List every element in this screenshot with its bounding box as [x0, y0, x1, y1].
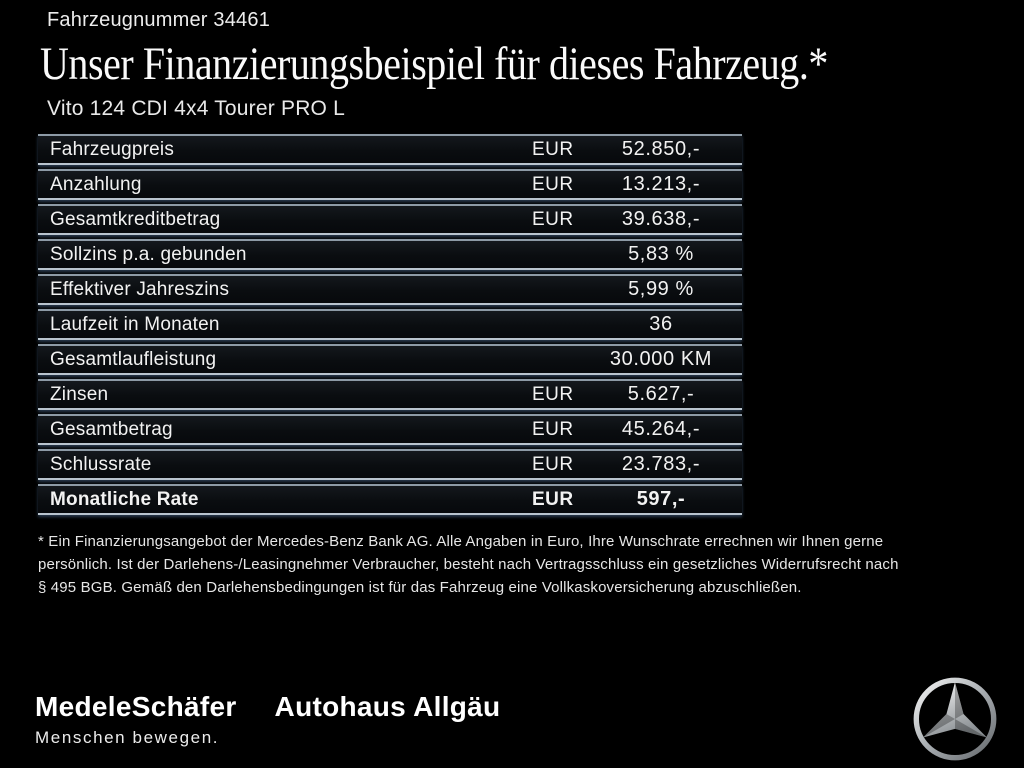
row-label: Schlussrate [50, 453, 152, 475]
row-currency: EUR [532, 173, 574, 195]
row-value: 597,- [636, 488, 686, 510]
row-label: Zinsen [50, 383, 109, 405]
footnote-line: * Ein Finanzierungsangebot der Mercedes-… [38, 533, 884, 550]
dealer-primary-logo: MedeleSchäfer Menschen bewegen. [35, 692, 237, 747]
row-currency: EUR [532, 208, 574, 230]
row-label: Monatliche Rate [50, 488, 199, 510]
page-header: Fahrzeugnummer 34461 Unser Finanzierungs… [0, 0, 1024, 121]
financing-table-row: Gesamtkreditbetrag EUR 39.638,- [38, 204, 742, 235]
row-value: 5,83 % [628, 243, 694, 265]
row-label: Effektiver Jahreszins [50, 278, 230, 300]
legal-footnote: * Ein Finanzierungsangebot der Mercedes-… [38, 530, 998, 599]
financing-table-row: Sollzins p.a. gebunden 5,83 % [38, 239, 742, 270]
page-title: Unser Finanzierungsbeispiel für dieses F… [40, 38, 828, 90]
row-label: Gesamtlaufleistung [50, 348, 217, 370]
financing-table-row: Effektiver Jahreszins 5,99 % [38, 274, 742, 305]
row-currency: EUR [532, 138, 574, 160]
financing-table-row: Gesamtlaufleistung 30.000 KM [38, 344, 742, 375]
row-value: 36 [649, 313, 673, 335]
row-value: 39.638,- [621, 208, 701, 230]
row-label: Fahrzeugpreis [50, 138, 175, 160]
row-value: 23.783,- [621, 453, 701, 475]
vehicle-model: Vito 124 CDI 4x4 Tourer PRO L [47, 97, 346, 120]
financing-table-row: Laufzeit in Monaten 36 [38, 309, 742, 340]
financing-table-row: Anzahlung EUR 13.213,- [38, 169, 742, 200]
footnote-line: persönlich. Ist der Darlehens-/Leasingne… [38, 556, 899, 573]
financing-table-row: Monatliche Rate EUR 597,- [38, 484, 742, 515]
row-currency: EUR [532, 383, 574, 405]
row-value: 30.000 KM [609, 348, 713, 370]
row-label: Laufzeit in Monaten [50, 313, 220, 335]
dealer-logos: MedeleSchäfer Menschen bewegen. Autohaus… [35, 692, 989, 747]
row-value: 5.627,- [627, 383, 695, 405]
financing-table: Fahrzeugpreis EUR 52.850,- Anzahlung EUR… [38, 134, 742, 515]
footnote-line: § 495 BGB. Gemäß den Darlehensbedingunge… [38, 579, 802, 596]
financing-table-row: Zinsen EUR 5.627,- [38, 379, 742, 410]
row-currency: EUR [532, 453, 574, 475]
row-value: 5,99 % [628, 278, 694, 300]
row-label: Gesamtbetrag [50, 418, 173, 440]
financing-table-row: Schlussrate EUR 23.783,- [38, 449, 742, 480]
row-currency: EUR [532, 418, 574, 440]
financing-table-row: Gesamtbetrag EUR 45.264,- [38, 414, 742, 445]
row-value: 45.264,- [621, 418, 701, 440]
page-footer: MedeleSchäfer Menschen bewegen. Autohaus… [35, 677, 997, 761]
row-value: 13.213,- [621, 173, 701, 195]
row-label: Gesamtkreditbetrag [50, 208, 221, 230]
dealer-tagline: Menschen bewegen. [35, 728, 220, 747]
dealer-primary-name: MedeleSchäfer [35, 691, 237, 722]
dealer-secondary-logo: Autohaus Allgäu [274, 691, 501, 722]
row-value: 52.850,- [621, 138, 701, 160]
row-label: Anzahlung [50, 173, 142, 195]
row-currency: EUR [532, 488, 574, 510]
financing-table-row: Fahrzeugpreis EUR 52.850,- [38, 134, 742, 165]
mercedes-benz-star-icon [913, 677, 997, 761]
row-label: Sollzins p.a. gebunden [50, 243, 247, 265]
vehicle-number: Fahrzeugnummer 34461 [47, 9, 271, 31]
